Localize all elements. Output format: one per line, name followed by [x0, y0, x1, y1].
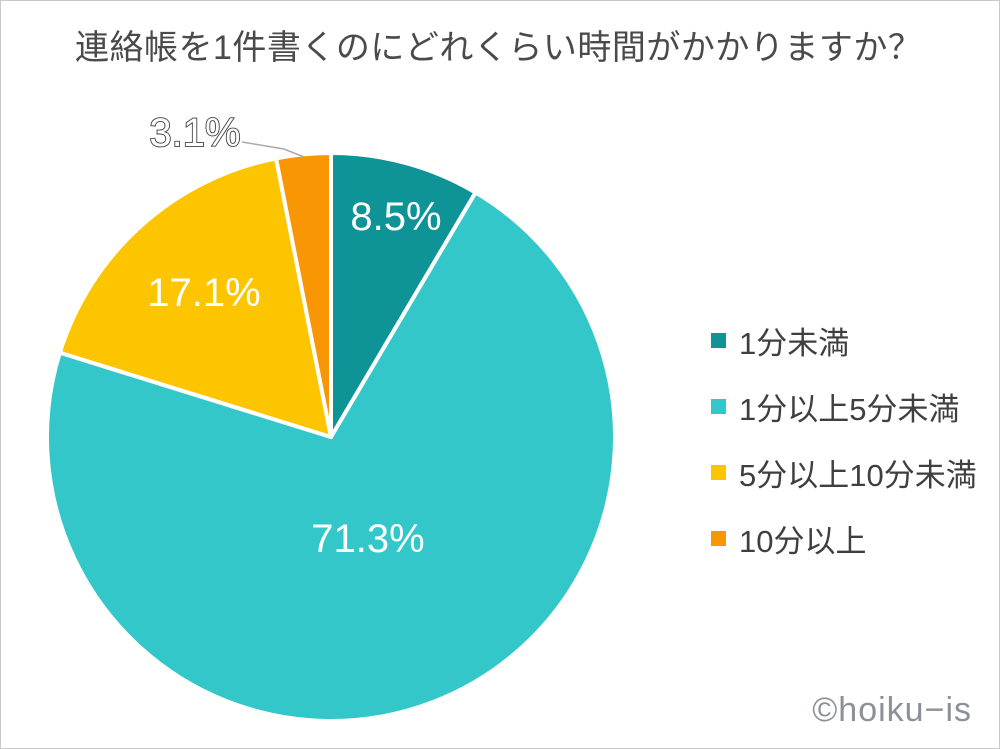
- pie-label-1: 71.3%: [311, 517, 424, 561]
- legend-item-1: 1分以上5分未満: [711, 373, 977, 439]
- legend-label: 1分未満: [739, 325, 850, 361]
- label-leader-line: [241, 141, 305, 158]
- pie-slice-3: [274, 151, 333, 439]
- legend-swatch-icon: [711, 398, 726, 414]
- pie-label-2: 17.1%: [147, 271, 260, 315]
- legend-item-2: 5分以上10分未満: [711, 439, 977, 505]
- legend-label: 5分以上10分未満: [739, 457, 977, 493]
- legend-swatch-icon: [711, 332, 726, 348]
- legend-item-0: 1分未満: [711, 307, 977, 373]
- pie-label-0: 8.5%: [350, 195, 441, 239]
- pie-label-3: 3.1%: [149, 111, 240, 155]
- chart-legend: 1分未満 1分以上5分未満 5分以上10分未満 10分以上: [711, 307, 977, 571]
- legend-swatch-icon: [711, 464, 726, 480]
- pie-slice-0: [329, 151, 478, 439]
- legend-swatch-icon: [711, 530, 726, 546]
- legend-label: 1分以上5分未満: [739, 391, 960, 427]
- pie-slice-1: [45, 190, 617, 723]
- watermark-credit: ©hoiku−is: [812, 691, 972, 729]
- pie-slice-2: [57, 156, 333, 439]
- legend-label: 10分以上: [739, 523, 867, 559]
- chart-title: 連絡帳を1件書くのにどれくらい時間がかかりますか？: [75, 29, 923, 67]
- legend-item-3: 10分以上: [711, 505, 977, 571]
